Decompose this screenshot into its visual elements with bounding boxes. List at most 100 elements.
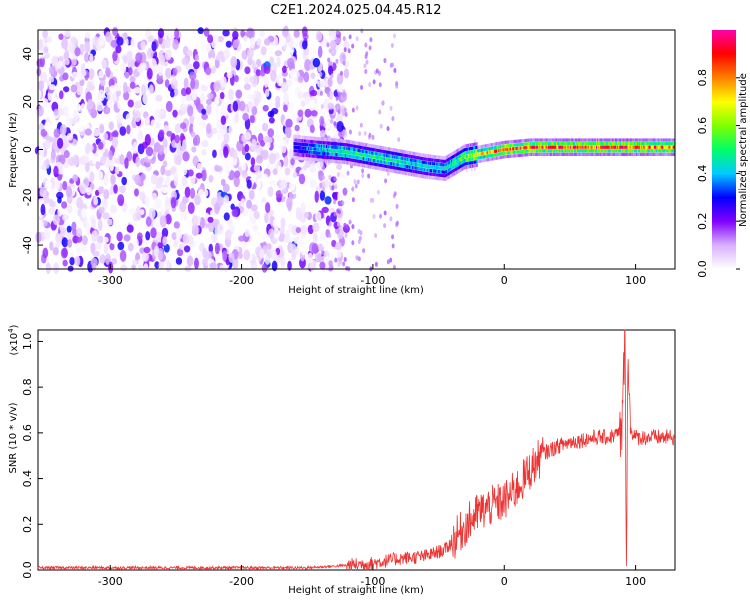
heatmap-cell <box>518 150 520 154</box>
heatmap-cell <box>358 152 361 156</box>
heatmap-cell <box>425 154 428 158</box>
heatmap-cell <box>665 142 667 146</box>
y-tick-label: 40 <box>21 47 34 61</box>
heatmap-cell <box>470 157 473 161</box>
heatmap-cell <box>212 127 218 135</box>
heatmap-cell <box>526 138 529 142</box>
heatmap-cell <box>218 50 224 59</box>
heatmap-cell <box>268 117 275 124</box>
heatmap-cell <box>460 157 463 161</box>
heatmap-cell <box>486 154 489 158</box>
heatmap-cell <box>597 138 599 142</box>
heatmap-cell <box>401 171 404 175</box>
heatmap-cell <box>103 174 109 186</box>
heatmap-cell <box>515 146 517 151</box>
heatmap-cell <box>371 144 373 148</box>
heatmap-cell <box>121 176 128 186</box>
heatmap-cell <box>539 138 541 142</box>
heatmap-cell <box>390 165 392 169</box>
heatmap-cell <box>507 154 510 158</box>
heatmap-cell <box>609 138 612 142</box>
heatmap-cell <box>317 253 322 263</box>
heatmap-cell <box>442 170 445 174</box>
heatmap-cell <box>489 157 492 161</box>
heatmap-cell <box>419 170 422 175</box>
heatmap-cell <box>590 152 593 156</box>
heatmap-cell <box>485 147 488 151</box>
heatmap-cell <box>379 149 382 153</box>
heatmap-cell <box>162 236 168 246</box>
heatmap-cell <box>360 149 363 153</box>
heatmap-cell <box>417 159 419 164</box>
heatmap-cell <box>654 142 657 146</box>
heatmap-cell <box>660 152 662 156</box>
heatmap-cell <box>339 160 342 164</box>
heatmap-cell <box>496 152 498 157</box>
heatmap-cell <box>376 159 379 163</box>
heatmap-cell <box>155 101 161 112</box>
heatmap-cell <box>267 111 273 118</box>
heatmap-cell <box>335 242 342 251</box>
heatmap-cell <box>347 139 349 144</box>
heatmap-cell <box>330 152 332 156</box>
heatmap-cell <box>209 262 217 270</box>
heatmap-cell <box>355 162 358 167</box>
heatmap-cell <box>418 174 421 178</box>
heatmap-cell <box>300 224 308 235</box>
heatmap-cell <box>377 163 380 167</box>
heatmap-cell <box>46 35 52 44</box>
heatmap-cell <box>489 146 492 151</box>
heatmap-cell <box>200 41 207 52</box>
heatmap-cell <box>393 151 395 156</box>
heatmap-cell <box>223 212 230 221</box>
heatmap-cell <box>150 227 157 239</box>
heatmap-cell <box>385 154 388 158</box>
heatmap-cell <box>173 175 179 187</box>
heatmap-cell <box>295 227 301 234</box>
heatmap-cell <box>300 142 303 146</box>
heatmap-cell <box>460 164 463 168</box>
heatmap-cell <box>336 72 344 85</box>
heatmap-cell <box>39 186 47 198</box>
heatmap-cell <box>401 153 404 157</box>
heatmap-cell <box>386 147 389 151</box>
heatmap-cell <box>66 132 74 141</box>
heatmap-cell <box>293 142 296 146</box>
heatmap-cell <box>653 142 656 146</box>
heatmap-cell <box>495 156 497 160</box>
heatmap-cell <box>484 147 487 152</box>
heatmap-cell <box>546 149 549 153</box>
heatmap-cell <box>216 223 224 234</box>
heatmap-cell <box>588 138 591 142</box>
heatmap-cell <box>332 159 334 164</box>
heatmap-cell <box>571 149 574 153</box>
heatmap-cell <box>436 162 438 166</box>
heatmap-cell <box>620 138 622 142</box>
heatmap-cell <box>381 146 384 150</box>
heatmap-cell <box>489 154 492 158</box>
heatmap-cell <box>617 152 619 156</box>
heatmap-cell <box>96 235 104 244</box>
heatmap-cell <box>654 138 657 142</box>
heatmap-cell <box>337 138 340 143</box>
heatmap-cell <box>312 232 318 244</box>
heatmap-cell <box>293 149 296 153</box>
heatmap-cell <box>417 166 419 171</box>
heatmap-cell <box>390 158 392 162</box>
heatmap-cell <box>58 108 64 116</box>
heatmap-cell <box>119 126 127 136</box>
heatmap-cell <box>549 142 552 146</box>
heatmap-cell <box>462 156 465 160</box>
heatmap-cell <box>378 152 381 156</box>
heatmap-cell <box>413 155 415 159</box>
heatmap-cell <box>425 164 428 169</box>
heatmap-cell <box>380 156 383 160</box>
heatmap-cell <box>643 149 645 153</box>
heatmap-cell <box>85 222 91 234</box>
heatmap-cell <box>363 130 367 136</box>
heatmap-cell <box>386 259 390 265</box>
heatmap-cell <box>540 149 542 153</box>
heatmap-cell <box>368 161 370 165</box>
heatmap-cell <box>403 153 406 157</box>
heatmap-cell <box>506 144 509 148</box>
